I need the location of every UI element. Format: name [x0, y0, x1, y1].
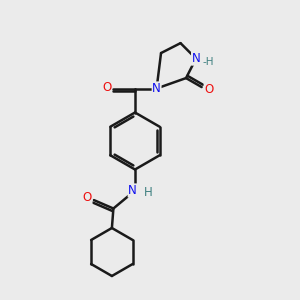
- Text: N: N: [152, 82, 161, 95]
- Text: O: O: [102, 81, 111, 94]
- Text: N: N: [128, 184, 137, 197]
- Text: N: N: [192, 52, 200, 65]
- Text: H: H: [143, 186, 152, 200]
- Text: -H: -H: [202, 57, 214, 67]
- Text: O: O: [204, 83, 214, 96]
- Text: O: O: [83, 191, 92, 204]
